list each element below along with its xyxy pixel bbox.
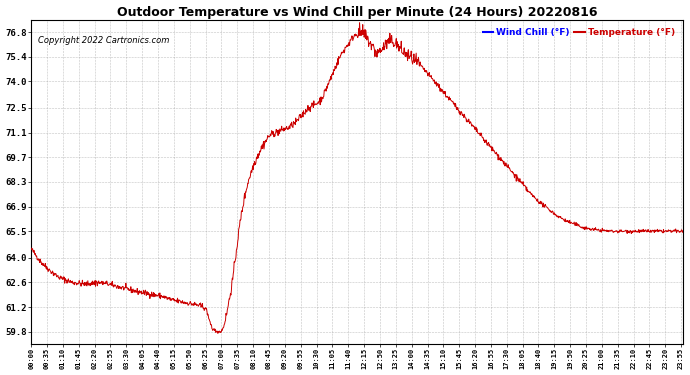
Title: Outdoor Temperature vs Wind Chill per Minute (24 Hours) 20220816: Outdoor Temperature vs Wind Chill per Mi… <box>117 6 598 18</box>
Text: Copyright 2022 Cartronics.com: Copyright 2022 Cartronics.com <box>38 36 169 45</box>
Legend: Wind Chill (°F), Temperature (°F): Wind Chill (°F), Temperature (°F) <box>479 24 678 40</box>
